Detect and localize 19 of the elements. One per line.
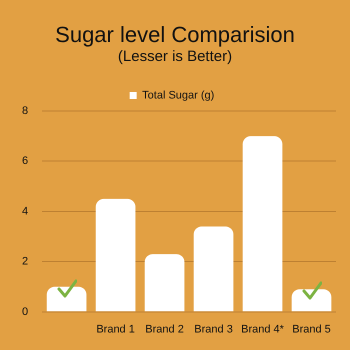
bar [144,254,184,312]
y-tick-label: 4 [22,205,28,218]
bar [194,226,234,312]
y-tick-label: 8 [22,105,28,118]
x-tick-label: Brand 3 [194,323,233,336]
x-tick-label: Brand 2 [145,323,184,336]
x-tick-label: Brand 5 [292,323,331,336]
y-tick-label: 2 [22,256,28,268]
x-tick-label: Brand 4* [241,323,285,336]
chart-subtitle: (Lesser is Better) [116,48,234,65]
legend-label: Total Sugar (g) [142,90,214,102]
bar [242,136,282,312]
y-tick-label: 0 [22,306,28,318]
chart-title: Sugar level Comparision [54,22,296,48]
bar [292,289,332,312]
bar [46,286,86,312]
y-tick-label: 6 [22,155,28,168]
bar [96,198,136,312]
x-tick-label: Brand 1 [96,323,135,336]
